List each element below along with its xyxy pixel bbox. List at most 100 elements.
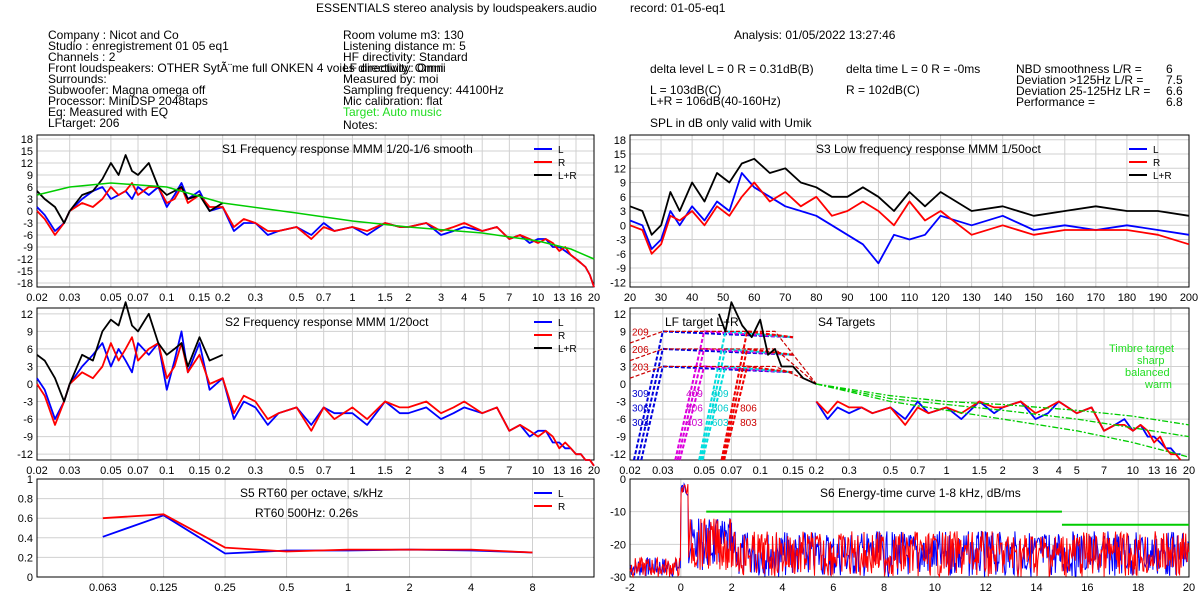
x-tick-label: 0.5 bbox=[289, 292, 304, 304]
x-tick-label: 0.03 bbox=[59, 465, 80, 477]
x-tick-label: 180 bbox=[1118, 292, 1136, 304]
y-tick-label: -10 bbox=[610, 507, 626, 519]
x-tick-label: 0.3 bbox=[841, 465, 856, 477]
x-tick-label: 0.1 bbox=[159, 465, 174, 477]
legend-label: L+R bbox=[1153, 171, 1172, 182]
x-tick-label: 0.2 bbox=[215, 465, 230, 477]
y-tick-label: -9 bbox=[23, 242, 33, 254]
series-lplusr bbox=[629, 157, 1190, 236]
x-tick-label: 18 bbox=[1132, 582, 1144, 594]
chart-title: S3 Low frequency response MMM 1/50oct bbox=[816, 142, 1041, 156]
lf-shelf-curve bbox=[629, 348, 817, 385]
y-tick-label: 9 bbox=[27, 170, 33, 182]
target-label: 306 bbox=[632, 403, 649, 414]
x-tick-label: 110 bbox=[901, 292, 919, 304]
x-tick-label: 0.7 bbox=[316, 465, 331, 477]
y-tick-label: 9 bbox=[27, 326, 33, 338]
info-company: Company : Nicot and Co bbox=[48, 28, 179, 42]
rt60-annotation: RT60 500Hz: 0.26s bbox=[255, 506, 358, 520]
x-tick-label: 80 bbox=[810, 292, 822, 304]
info-lftarget: LFtarget: 206 bbox=[48, 116, 120, 130]
x-tick-label: 4 bbox=[779, 582, 785, 594]
x-tick-label: 8 bbox=[529, 582, 535, 594]
series-sharp bbox=[816, 383, 1190, 426]
x-tick-label: -2 bbox=[625, 582, 635, 594]
x-tick-label: 10 bbox=[1127, 465, 1139, 477]
y-tick-label: -12 bbox=[610, 449, 626, 461]
x-tick-label: 16 bbox=[1165, 465, 1177, 477]
y-tick-label: 0 bbox=[620, 474, 626, 486]
series-lplusr bbox=[718, 301, 817, 385]
lf-target-curve bbox=[676, 347, 794, 461]
info-studio: Studio : enregistrement 01 05 eq1 bbox=[48, 39, 229, 53]
x-tick-label: 100 bbox=[869, 292, 887, 304]
level-l: L = 103dB(C) bbox=[650, 83, 722, 97]
y-tick-label: -12 bbox=[17, 254, 33, 266]
legend-label: L bbox=[558, 145, 564, 156]
y-tick-label: 0 bbox=[27, 572, 33, 584]
x-tick-label: 30 bbox=[655, 292, 667, 304]
x-tick-label: 2 bbox=[729, 582, 735, 594]
y-tick-label: -30 bbox=[610, 572, 626, 584]
plot-frame bbox=[629, 307, 1190, 461]
x-tick-label: 2 bbox=[405, 292, 411, 304]
y-tick-label: 9 bbox=[620, 326, 626, 338]
x-tick-label: 0.15 bbox=[189, 465, 210, 477]
analysis-date: Analysis: 01/05/2022 13:27:46 bbox=[734, 28, 896, 42]
y-tick-label: -3 bbox=[23, 218, 33, 230]
x-tick-label: 7 bbox=[1101, 465, 1107, 477]
y-tick-label: 0.8 bbox=[18, 494, 33, 506]
x-tick-label: 10 bbox=[532, 292, 544, 304]
score-performance-value: 6.8 bbox=[1166, 95, 1183, 109]
target-label: 603 bbox=[712, 418, 729, 429]
x-tick-label: 1 bbox=[944, 465, 950, 477]
score-dev25-label: Deviation 25-125Hz LR = bbox=[1016, 84, 1151, 98]
y-tick-label: 12 bbox=[21, 309, 33, 321]
legend-label: L bbox=[558, 318, 564, 329]
y-tick-label: 0 bbox=[27, 379, 33, 391]
y-tick-label: 0.6 bbox=[18, 513, 33, 525]
series-l bbox=[36, 330, 595, 467]
level-lr: L+R = 106dB(40-160Hz) bbox=[650, 94, 781, 108]
chart-title: S4 Targets bbox=[818, 315, 875, 329]
legend-label: R bbox=[558, 158, 565, 169]
series-r bbox=[36, 182, 595, 288]
timbre-label: Timbre target bbox=[1109, 343, 1174, 355]
x-tick-label: 1 bbox=[349, 292, 355, 304]
timbre-label: sharp bbox=[1137, 355, 1165, 367]
y-tick-label: -9 bbox=[616, 263, 626, 275]
y-tick-label: -9 bbox=[23, 432, 33, 444]
info-sampling: Sampling frequency: 44100Hz bbox=[343, 83, 504, 97]
x-tick-label: 0.2 bbox=[809, 465, 824, 477]
y-tick-label: 3 bbox=[27, 194, 33, 206]
y-tick-label: 15 bbox=[614, 149, 626, 161]
series-balanced bbox=[816, 383, 1190, 438]
x-tick-label: 10 bbox=[929, 582, 941, 594]
x-tick-label: 1 bbox=[345, 582, 351, 594]
score-nbd-label: NBD smoothness L/R = bbox=[1016, 62, 1142, 76]
chart-title: S5 RT60 per octave, s/kHz bbox=[240, 486, 383, 500]
info-measured-by: Measured by: moi bbox=[343, 72, 439, 86]
series-r bbox=[36, 336, 595, 467]
x-tick-label: 0.1 bbox=[753, 465, 768, 477]
x-tick-label: 1.5 bbox=[377, 292, 392, 304]
y-tick-label: -6 bbox=[23, 230, 33, 242]
series-r bbox=[102, 513, 533, 554]
lf-target-curve bbox=[720, 330, 794, 461]
series-r bbox=[815, 400, 1182, 461]
lf-shelf-curve bbox=[629, 330, 817, 385]
target-label: 609 bbox=[712, 389, 729, 400]
x-tick-label: 1.5 bbox=[377, 465, 392, 477]
info-room-volume: Room volume m3: 130 bbox=[343, 28, 464, 42]
x-tick-label: 0.05 bbox=[693, 465, 714, 477]
x-tick-label: 3 bbox=[438, 292, 444, 304]
y-tick-label: 12 bbox=[614, 309, 626, 321]
lf-target-curve bbox=[640, 365, 794, 461]
x-tick-label: 0.3 bbox=[248, 292, 263, 304]
x-tick-label: 0.03 bbox=[652, 465, 673, 477]
legend-label: L bbox=[558, 489, 564, 500]
timbre-label: balanced bbox=[1125, 367, 1170, 379]
legend-label: R bbox=[558, 502, 565, 513]
y-tick-label: -12 bbox=[17, 449, 33, 461]
